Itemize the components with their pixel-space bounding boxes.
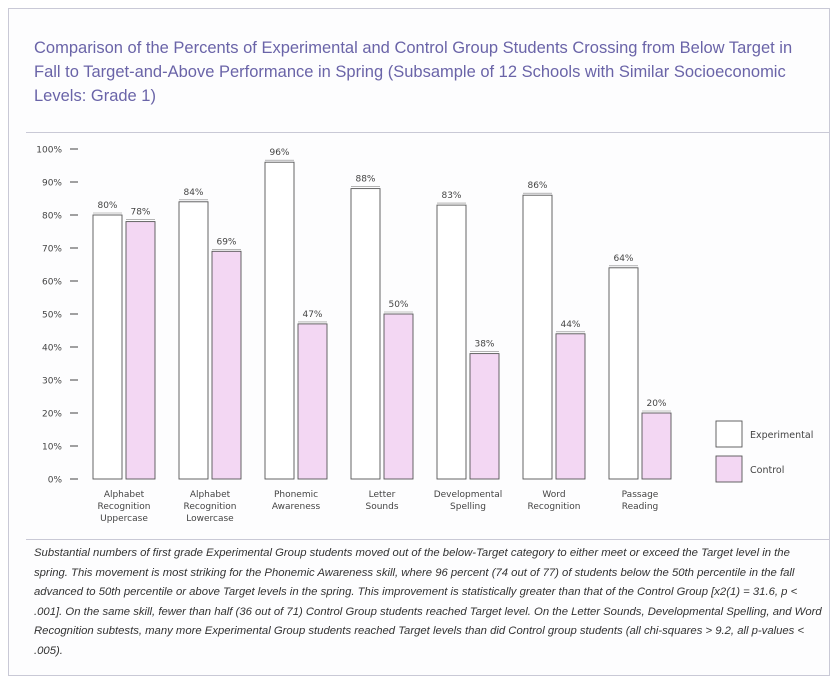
bar-value-label: 69% <box>216 237 236 247</box>
x-category-label: Passage <box>622 490 659 500</box>
figure-caption: Substantial numbers of first grade Exper… <box>34 547 822 657</box>
bar-experimental <box>264 161 295 480</box>
legend-swatch-control <box>715 455 743 483</box>
bar-experimental <box>350 188 381 480</box>
y-tick-label: 40% <box>42 344 62 354</box>
legend-label-control: Control <box>750 465 784 476</box>
x-category-label: Lowercase <box>186 514 234 524</box>
bar-control <box>211 250 242 480</box>
x-category-label: Reading <box>622 502 659 512</box>
bar-control <box>469 353 500 480</box>
bar-control <box>383 313 414 480</box>
plot-area: 0% 10% 20% 30% 40% 50% 60% 70% 80% 90% 100% 80% 78% A… <box>26 132 830 540</box>
legend-swatch-experimental <box>715 420 743 448</box>
legend-label-experimental: Experimental <box>750 430 813 441</box>
y-tick-label: 30% <box>42 377 62 387</box>
x-category-label: Awareness <box>272 502 321 512</box>
x-category-label: Recognition <box>98 502 151 512</box>
bar-experimental <box>522 194 553 480</box>
x-category-label: Letter <box>369 490 396 500</box>
bar-control <box>641 412 672 480</box>
bar-value-label: 86% <box>527 181 547 191</box>
y-tick-label: 90% <box>42 179 62 189</box>
x-category-label: Recognition <box>528 502 581 512</box>
x-category-label: Uppercase <box>100 514 148 524</box>
x-category-label: Alphabet <box>190 490 231 500</box>
bar-value-label: 84% <box>183 188 203 198</box>
x-category-label: Spelling <box>450 502 486 512</box>
x-category-label: Recognition <box>184 502 237 512</box>
bar-value-label: 47% <box>302 310 322 320</box>
bar-value-label: 78% <box>130 208 150 218</box>
y-tick-label: 100% <box>36 146 62 156</box>
bar-value-label: 50% <box>388 300 408 310</box>
x-category-label: Phonemic <box>274 490 318 500</box>
bar-value-label: 38% <box>474 340 494 350</box>
x-category-label: Word <box>542 490 565 500</box>
bar-chart: 0% 10% 20% 30% 40% 50% 60% 70% 80% 90% 100% 80% 78% A… <box>36 146 813 525</box>
bar-experimental <box>436 204 467 480</box>
x-category-label: Developmental <box>434 490 503 500</box>
bar-value-label: 44% <box>560 320 580 330</box>
bar-experimental <box>92 214 123 480</box>
bar-control <box>297 323 328 480</box>
bar-value-label: 83% <box>441 191 461 201</box>
y-tick-label: 80% <box>42 212 62 222</box>
y-tick-label: 10% <box>42 443 62 453</box>
y-tick-label: 60% <box>42 278 62 288</box>
y-tick-label: 0% <box>48 476 63 486</box>
bar-control <box>125 221 156 480</box>
bar-value-label: 80% <box>97 201 117 211</box>
x-category-label: Sounds <box>365 502 398 512</box>
bar-control <box>555 333 586 480</box>
bar-value-label: 20% <box>646 399 666 409</box>
y-tick-label: 20% <box>42 410 62 420</box>
bar-experimental <box>608 267 639 480</box>
y-tick-label: 50% <box>42 311 62 321</box>
bar-value-label: 88% <box>355 175 375 185</box>
bar-value-label: 64% <box>613 254 633 264</box>
bar-value-label: 96% <box>269 148 289 158</box>
y-tick-label: 70% <box>42 245 62 255</box>
chart-title: Comparison of the Percents of Experiment… <box>34 39 793 105</box>
bar-experimental <box>178 201 209 480</box>
x-category-label: Alphabet <box>104 490 145 500</box>
